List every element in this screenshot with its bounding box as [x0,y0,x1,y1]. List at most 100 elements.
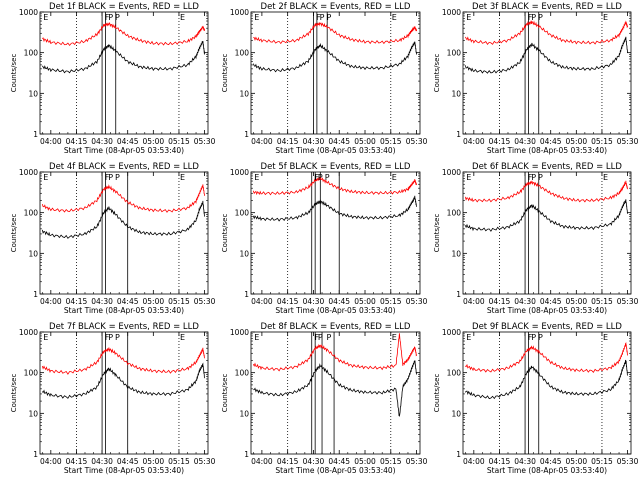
y-tick-label: 1000 [230,8,249,17]
x-tick-label: 04:00 [40,457,62,466]
panel-det-1f: Det 1f BLACK = Events, RED = LLD 1 10 100 10… [10,2,216,155]
marker-label-e: E [180,333,185,342]
marker-label-f: F [314,333,319,342]
marker-label-e: E [254,13,259,22]
panel-det-4f: Det 4f BLACK = Events, RED = LLD 1 10 100 10… [10,162,216,315]
series-lld-line [252,176,417,196]
y-axis-label: Counts/sec [10,54,18,93]
x-tick-label: 04:00 [251,137,273,146]
x-tick-label: 05:30 [617,297,639,306]
marker-label-e: E [466,333,471,342]
x-tick-label: 05:00 [566,297,588,306]
series-events-line [252,195,417,222]
x-tick-label: 05:15 [591,297,613,306]
x-tick-label: 04:30 [303,297,325,306]
x-tick-label: 04:00 [463,457,485,466]
x-tick-label: 04:30 [91,297,113,306]
x-tick-label: 05:00 [354,137,376,146]
marker-label-p: P [108,173,113,182]
y-tick-label: 10 [239,249,249,258]
y-tick-label: 1 [244,450,249,459]
x-tick-label: 05:30 [194,297,216,306]
y-tick-label: 10 [28,89,38,98]
panel-title: Det 1f BLACK = Events, RED = LLD [49,2,199,12]
x-tick-label: 04:30 [514,457,536,466]
y-tick-label: 1000 [19,8,38,17]
x-tick-label: 04:00 [251,457,273,466]
panel-det-2f: Det 2f BLACK = Events, RED = LLD 1 10 100 10… [221,2,428,155]
y-tick-label: 1 [244,130,249,139]
panel-title: Det 3f BLACK = Events, RED = LLD [472,2,622,12]
plot-frame [39,11,209,135]
marker-label-e: E [180,173,185,182]
marker-label-f: F [528,13,533,22]
x-tick-label: 04:15 [66,137,88,146]
marker-label-f: F [528,333,533,342]
x-tick-label: 04:15 [66,297,88,306]
x-tick-label: 05:15 [168,137,190,146]
series-events-line [464,36,628,74]
x-tick-label: 05:15 [591,137,613,146]
marker-label-f: F [105,333,110,342]
x-tick-label: 05:15 [380,457,402,466]
x-tick-label: 05:00 [566,457,588,466]
x-tick-label: 04:00 [463,297,485,306]
y-tick-label: 10 [28,409,38,418]
x-tick-label: 04:00 [40,137,62,146]
x-axis-label: Start Time (08-Apr-05 03:53:40) [487,306,607,315]
panel-title: Det 7f BLACK = Events, RED = LLD [49,322,199,332]
y-tick-label: 100 [235,369,250,378]
y-tick-label: 100 [24,369,39,378]
marker-label-p: P [318,333,323,342]
marker-label-p: P [318,173,323,182]
marker-label-e: E [603,13,608,22]
y-tick-label: 100 [24,209,39,218]
plot-frame [39,331,209,455]
y-axis-label: Counts/sec [221,54,229,93]
x-tick-label: 05:30 [406,297,428,306]
y-axis-label: Counts/sec [10,374,18,413]
marker-label-f: F [105,13,110,22]
x-tick-label: 04:15 [489,457,511,466]
marker-label-p: P [108,13,113,22]
marker-label-e: E [43,173,48,182]
plot-frame [250,331,421,455]
series-lld-line [464,20,628,45]
marker-label-p: P [115,13,120,22]
series-lld-line [465,342,628,373]
series-events-line [41,41,205,74]
x-tick-label: 04:15 [277,297,299,306]
x-tick-label: 04:45 [117,457,139,466]
y-tick-label: 100 [447,369,462,378]
y-axis-label: Counts/sec [10,214,18,253]
plot-frame [39,171,209,295]
plot-frame [462,11,632,135]
marker-label-f: F [314,173,319,182]
y-tick-label: 1000 [230,328,249,337]
y-tick-label: 1 [456,130,461,139]
y-tick-label: 10 [239,89,249,98]
x-tick-label: 04:00 [40,297,62,306]
x-tick-label: 05:00 [143,297,165,306]
marker-label-p: P [538,13,543,22]
x-tick-label: 04:00 [251,297,273,306]
y-tick-label: 1 [33,290,38,299]
series-lld-line [41,346,205,375]
x-tick-label: 04:30 [514,297,536,306]
marker-label-e: E [392,173,397,182]
plot-frame [250,171,421,295]
marker-label-e: E [43,333,48,342]
marker-label-f: F [105,173,110,182]
marker-label-e: E [603,173,608,182]
y-axis-label: Counts/sec [221,374,229,413]
series-events-line [41,362,205,399]
x-tick-label: 04:45 [117,137,139,146]
y-tick-label: 100 [447,49,462,58]
panel-det-5f: Det 5f BLACK = Events, RED = LLD 1 10 100 10… [221,162,428,315]
x-tick-label: 05:30 [617,457,639,466]
series-events-line [464,359,628,400]
marker-label-e: E [392,13,397,22]
x-tick-label: 04:15 [66,457,88,466]
marker-label-f: F [528,173,533,182]
marker-label-p: P [531,333,536,342]
